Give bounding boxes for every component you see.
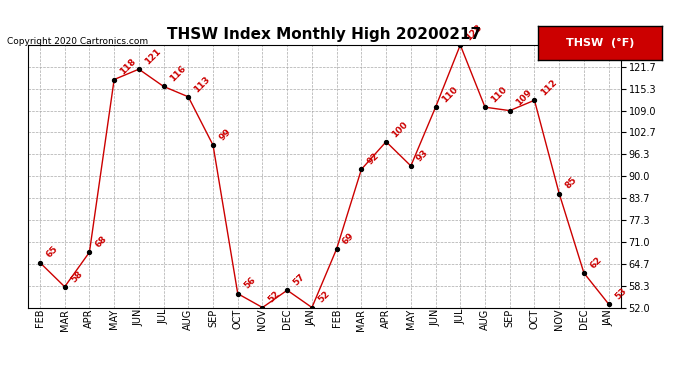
- Point: [480, 104, 491, 110]
- Text: 62: 62: [588, 255, 603, 270]
- Point: [59, 284, 70, 290]
- Point: [578, 270, 589, 276]
- Text: 110: 110: [440, 85, 460, 104]
- Point: [405, 163, 416, 169]
- Point: [603, 301, 614, 307]
- Point: [356, 166, 367, 172]
- Point: [430, 104, 441, 110]
- Point: [282, 287, 293, 293]
- Point: [108, 76, 119, 82]
- Point: [34, 260, 46, 266]
- Point: [306, 304, 317, 310]
- Text: 116: 116: [168, 64, 188, 84]
- Text: 69: 69: [341, 231, 356, 246]
- Text: 113: 113: [193, 74, 212, 94]
- Point: [553, 190, 564, 196]
- Text: 56: 56: [242, 276, 257, 291]
- Text: 53: 53: [613, 286, 628, 301]
- Point: [183, 94, 194, 100]
- Text: 57: 57: [291, 272, 306, 288]
- Text: 52: 52: [266, 290, 282, 305]
- Point: [331, 246, 342, 252]
- Text: 100: 100: [391, 120, 410, 139]
- Text: Copyright 2020 Cartronics.com: Copyright 2020 Cartronics.com: [7, 38, 148, 46]
- Point: [455, 42, 466, 48]
- Point: [158, 84, 169, 90]
- Text: 109: 109: [514, 88, 533, 108]
- Point: [381, 139, 392, 145]
- Text: 65: 65: [44, 244, 59, 260]
- Text: 112: 112: [539, 78, 558, 98]
- Point: [233, 291, 244, 297]
- Text: 93: 93: [415, 148, 431, 163]
- Title: THSW Index Monthly High 20200217: THSW Index Monthly High 20200217: [167, 27, 482, 42]
- Point: [84, 249, 95, 255]
- Text: 85: 85: [563, 176, 578, 191]
- Text: 68: 68: [94, 234, 109, 249]
- Text: 99: 99: [217, 127, 233, 142]
- Point: [208, 142, 219, 148]
- Point: [504, 108, 515, 114]
- Point: [133, 66, 144, 72]
- Point: [257, 304, 268, 310]
- Text: 92: 92: [366, 151, 381, 166]
- Text: 52: 52: [316, 290, 331, 305]
- Point: [529, 97, 540, 103]
- Text: 58: 58: [69, 269, 84, 284]
- Text: THSW  (°F): THSW (°F): [566, 38, 635, 48]
- Text: 121: 121: [143, 47, 163, 66]
- Text: 118: 118: [118, 57, 138, 77]
- Text: 128: 128: [464, 22, 484, 42]
- Text: 110: 110: [489, 85, 509, 104]
